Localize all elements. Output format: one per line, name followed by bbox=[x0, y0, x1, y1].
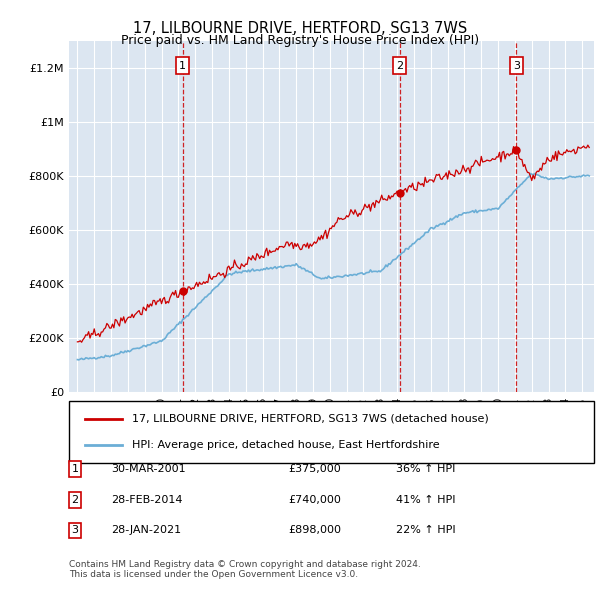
Text: 41% ↑ HPI: 41% ↑ HPI bbox=[396, 495, 455, 504]
Text: £898,000: £898,000 bbox=[288, 526, 341, 535]
Text: 3: 3 bbox=[513, 61, 520, 71]
Text: 3: 3 bbox=[71, 526, 79, 535]
Text: Contains HM Land Registry data © Crown copyright and database right 2024.
This d: Contains HM Land Registry data © Crown c… bbox=[69, 560, 421, 579]
Text: 1: 1 bbox=[179, 61, 186, 71]
Text: 28-FEB-2014: 28-FEB-2014 bbox=[111, 495, 182, 504]
Text: 2: 2 bbox=[71, 495, 79, 504]
Text: 1: 1 bbox=[71, 464, 79, 474]
Text: £740,000: £740,000 bbox=[288, 495, 341, 504]
Text: 17, LILBOURNE DRIVE, HERTFORD, SG13 7WS: 17, LILBOURNE DRIVE, HERTFORD, SG13 7WS bbox=[133, 21, 467, 35]
Text: 2: 2 bbox=[396, 61, 403, 71]
Text: HPI: Average price, detached house, East Hertfordshire: HPI: Average price, detached house, East… bbox=[132, 440, 440, 450]
Text: 17, LILBOURNE DRIVE, HERTFORD, SG13 7WS (detached house): 17, LILBOURNE DRIVE, HERTFORD, SG13 7WS … bbox=[132, 414, 489, 424]
Text: Price paid vs. HM Land Registry's House Price Index (HPI): Price paid vs. HM Land Registry's House … bbox=[121, 34, 479, 47]
Text: 28-JAN-2021: 28-JAN-2021 bbox=[111, 526, 181, 535]
Text: 36% ↑ HPI: 36% ↑ HPI bbox=[396, 464, 455, 474]
Text: £375,000: £375,000 bbox=[288, 464, 341, 474]
Text: 22% ↑ HPI: 22% ↑ HPI bbox=[396, 526, 455, 535]
Text: 30-MAR-2001: 30-MAR-2001 bbox=[111, 464, 185, 474]
FancyBboxPatch shape bbox=[69, 401, 594, 463]
